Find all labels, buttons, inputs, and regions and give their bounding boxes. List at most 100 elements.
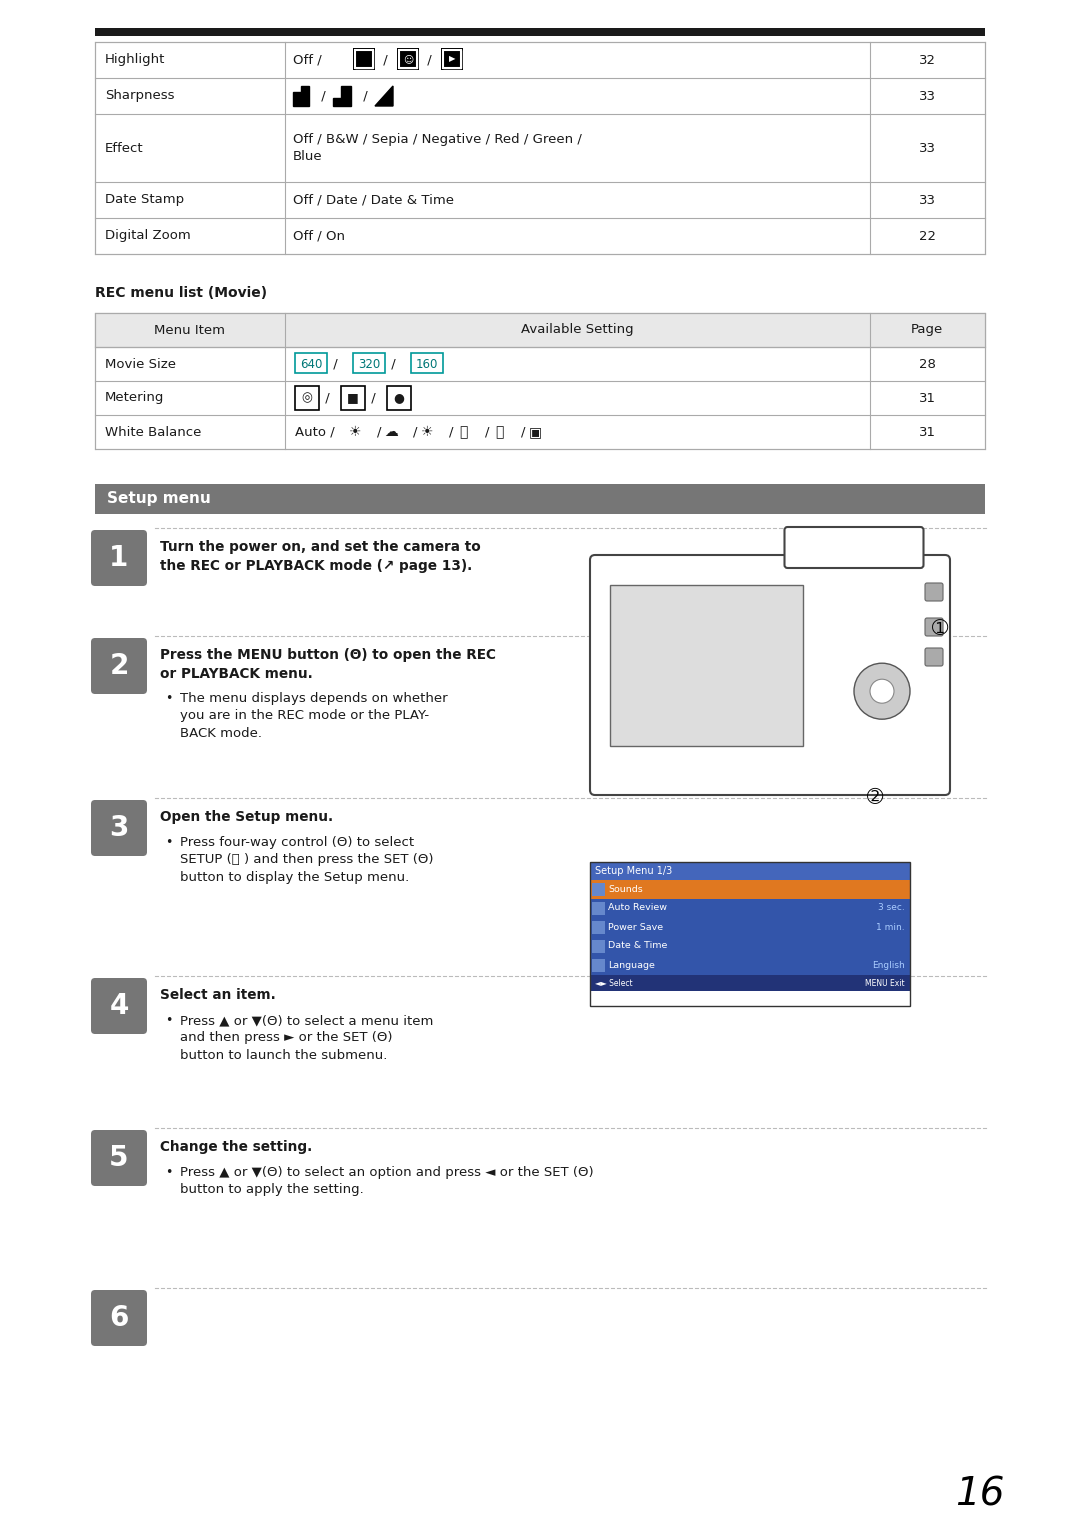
Text: 4: 4 — [109, 993, 129, 1020]
Text: •: • — [165, 692, 173, 705]
Text: Auto Review: Auto Review — [608, 904, 667, 913]
Text: Auto /: Auto / — [295, 426, 339, 438]
Text: •: • — [165, 1014, 173, 1028]
Text: White Balance: White Balance — [105, 426, 201, 438]
Text: ➁: ➁ — [867, 788, 883, 808]
Text: ☁: ☁ — [384, 425, 397, 438]
FancyBboxPatch shape — [91, 1290, 147, 1345]
Text: Menu Item: Menu Item — [154, 324, 226, 336]
Text: ●: ● — [393, 391, 404, 405]
Text: 16: 16 — [955, 1475, 1004, 1513]
Text: /: / — [329, 357, 342, 371]
FancyBboxPatch shape — [91, 977, 147, 1034]
Text: 31: 31 — [918, 391, 935, 405]
Text: /: / — [318, 90, 326, 102]
Bar — [592, 921, 605, 935]
Bar — [443, 50, 461, 69]
Text: 22: 22 — [918, 229, 935, 243]
Text: Movie Size: Movie Size — [105, 357, 176, 371]
Text: Press ▲ or ▼(Θ) to select a menu item
and then press ► or the SET (Θ)
button to : Press ▲ or ▼(Θ) to select a menu item an… — [180, 1014, 433, 1061]
Bar — [387, 386, 411, 411]
Text: 32: 32 — [918, 53, 935, 67]
FancyBboxPatch shape — [924, 618, 943, 637]
Bar — [95, 313, 985, 347]
Text: Page: Page — [910, 324, 943, 336]
Text: 31: 31 — [918, 426, 935, 438]
Text: /: / — [367, 391, 380, 405]
Bar — [95, 43, 985, 253]
Polygon shape — [293, 86, 309, 105]
Text: /: / — [423, 53, 432, 67]
Text: Press the MENU button (Θ) to open the REC
or PLAYBACK menu.: Press the MENU button (Θ) to open the RE… — [160, 647, 496, 681]
Text: 5: 5 — [109, 1144, 129, 1173]
Polygon shape — [333, 86, 351, 105]
Bar — [590, 956, 910, 976]
Text: Off /: Off / — [293, 53, 326, 67]
Text: Press ▲ or ▼(Θ) to select an option and press ◄ or the SET (Θ)
button to apply t: Press ▲ or ▼(Θ) to select an option and … — [180, 1167, 594, 1197]
Text: /: / — [379, 53, 388, 67]
FancyBboxPatch shape — [91, 530, 147, 586]
Text: Date Stamp: Date Stamp — [105, 194, 184, 206]
Text: Open the Setup menu.: Open the Setup menu. — [160, 809, 333, 825]
Text: REC menu list (Movie): REC menu list (Movie) — [95, 286, 267, 299]
Bar — [341, 386, 365, 411]
Text: 1: 1 — [109, 544, 129, 573]
Text: /: / — [387, 357, 400, 371]
Text: 320: 320 — [357, 357, 380, 371]
Text: Sounds: Sounds — [608, 884, 643, 893]
Text: ☺: ☺ — [403, 53, 413, 64]
Text: 1 min.: 1 min. — [876, 922, 905, 931]
Bar — [590, 863, 910, 880]
Bar — [397, 47, 419, 70]
Text: /: / — [413, 426, 418, 438]
Text: Off / On: Off / On — [293, 229, 345, 243]
Text: ◎: ◎ — [301, 391, 312, 405]
Text: 33: 33 — [918, 90, 935, 102]
Text: Sharpness: Sharpness — [105, 90, 175, 102]
Bar — [592, 941, 605, 953]
Bar — [353, 353, 384, 373]
Text: •: • — [165, 835, 173, 849]
Bar — [610, 585, 802, 747]
FancyBboxPatch shape — [784, 527, 923, 568]
Text: 33: 33 — [918, 142, 935, 154]
Bar — [399, 50, 417, 69]
Text: 28: 28 — [919, 357, 935, 371]
Circle shape — [870, 680, 894, 704]
Bar — [590, 880, 910, 899]
Text: Off / B&W / Sepia / Negative / Red / Green /
Blue: Off / B&W / Sepia / Negative / Red / Gre… — [293, 133, 582, 162]
Bar — [592, 902, 605, 915]
Text: Setup Menu 1/3: Setup Menu 1/3 — [595, 866, 672, 876]
Text: 640: 640 — [300, 357, 322, 371]
Bar — [353, 47, 375, 70]
Text: ▶: ▶ — [449, 55, 456, 64]
Text: 熙: 熙 — [459, 425, 468, 438]
Text: Press four-way control (Θ) to select
SETUP (⛯ ) and then press the SET (Θ)
butto: Press four-way control (Θ) to select SET… — [180, 835, 433, 884]
Text: Turn the power on, and set the camera to
the REC or PLAYBACK mode (↗ page 13).: Turn the power on, and set the camera to… — [160, 541, 481, 573]
FancyBboxPatch shape — [590, 554, 950, 796]
Bar — [95, 484, 985, 515]
Circle shape — [854, 663, 910, 719]
Bar — [411, 353, 443, 373]
Text: /: / — [521, 426, 526, 438]
Bar — [590, 899, 910, 918]
Text: ■: ■ — [347, 391, 359, 405]
Text: ☀: ☀ — [421, 425, 433, 438]
Bar — [592, 883, 605, 896]
FancyBboxPatch shape — [91, 638, 147, 693]
Text: 6: 6 — [109, 1304, 129, 1332]
Bar — [399, 50, 417, 69]
Text: Language: Language — [608, 960, 654, 970]
Bar — [95, 27, 985, 37]
Text: Off / Date / Date & Time: Off / Date / Date & Time — [293, 194, 454, 206]
Text: 熙: 熙 — [495, 425, 503, 438]
Text: /: / — [359, 90, 368, 102]
FancyBboxPatch shape — [924, 647, 943, 666]
Bar — [355, 50, 373, 69]
Bar — [443, 50, 461, 69]
Bar — [355, 50, 373, 69]
Text: Change the setting.: Change the setting. — [160, 1141, 312, 1154]
Text: 2: 2 — [109, 652, 129, 680]
Text: 3 sec.: 3 sec. — [878, 904, 905, 913]
Text: Available Setting: Available Setting — [521, 324, 633, 336]
